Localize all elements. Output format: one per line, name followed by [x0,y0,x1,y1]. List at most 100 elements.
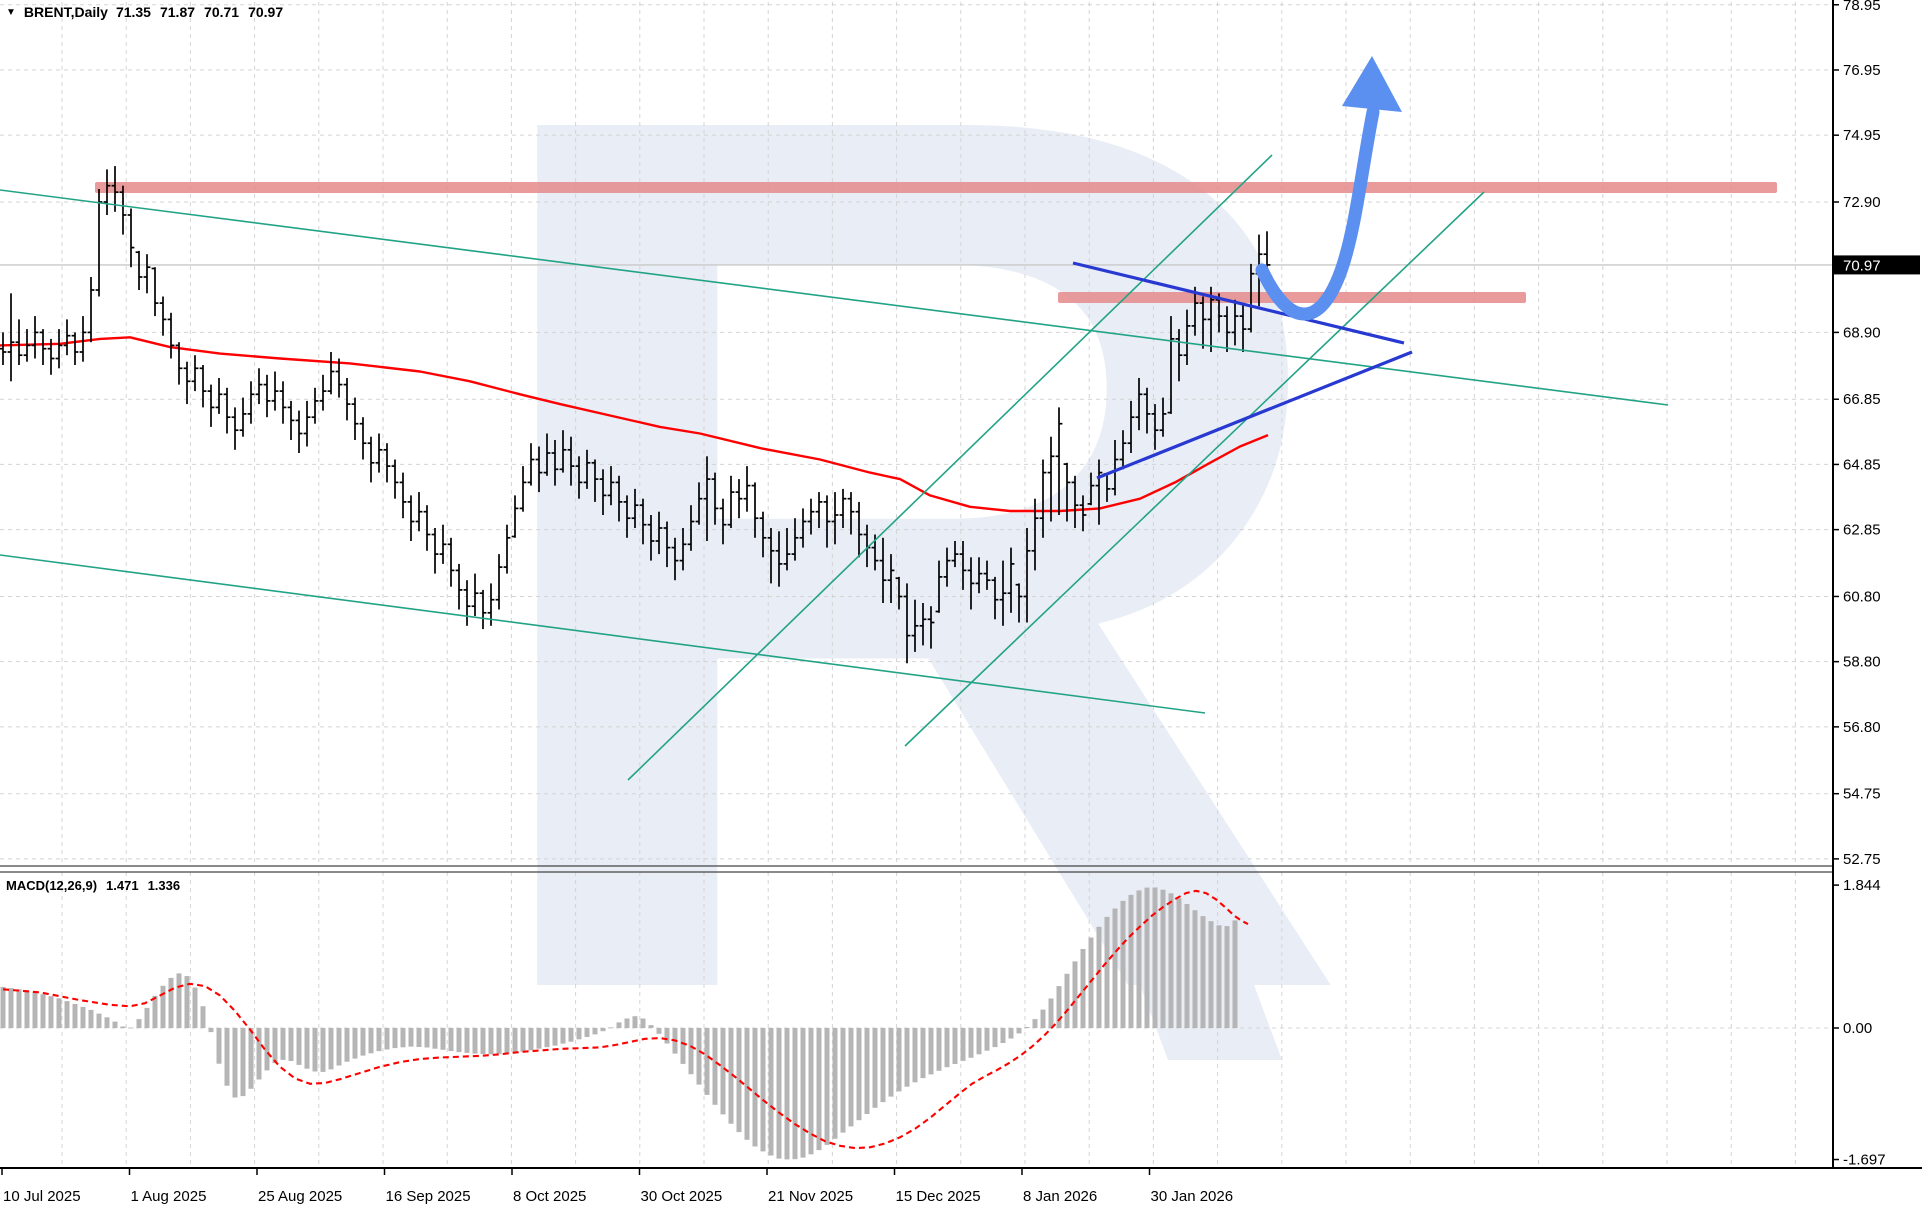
macd-histogram-bar [1232,920,1238,1028]
macd-histogram-bar [472,1028,478,1054]
pennant-trendline[interactable] [1096,350,1413,480]
macd-signal-value: 1.336 [147,878,181,893]
macd-histogram-bar [1168,893,1174,1028]
chart-header: ▼ BRENT,Daily 71.35 71.87 70.71 70.97 [6,4,283,20]
ohlc-bars [0,166,1271,664]
macd-histogram-bar [1224,926,1230,1028]
pennant-trendline[interactable] [1072,261,1405,345]
teal-trendline[interactable] [0,554,1206,714]
price-label: 58.80 [1843,654,1881,671]
arrow-head-icon[interactable] [1342,56,1402,112]
macd-histogram-bar [800,1028,806,1158]
macd-histogram-bar [624,1018,630,1028]
macd-histogram-bar [952,1028,958,1064]
macd-histogram-bar [1016,1028,1022,1034]
macd-signal-line[interactable] [2,889,1249,1150]
teal-trendline[interactable] [627,154,1273,781]
macd-histogram-bar [32,992,38,1028]
time-scale[interactable]: 10 Jul 2025 1 Aug 2025 25 Aug 2025 16 Sep 2… [1,1168,1234,1205]
macd-histogram-bar [1136,890,1142,1028]
quote-open: 71.35 [115,4,151,20]
price-scale[interactable]: 78.95 76.95 74.95 72.90 68.90 66.85 64.85 62.85… [1833,0,1920,1169]
symbol-dropdown-icon[interactable]: ▼ [6,7,16,18]
macd-histogram-bar [1080,949,1086,1028]
date-label: 25 Aug 2025 [258,1188,342,1205]
macd-histogram-bar [408,1028,414,1047]
macd-histogram-bar [400,1028,406,1048]
macd-histogram-bar [816,1028,822,1151]
teal-trendlines[interactable] [0,154,1669,781]
date-label: 30 Jan 2026 [1151,1188,1234,1205]
macd-histogram-bar [1120,900,1126,1028]
current-price-tag-text: 70.97 [1843,257,1881,274]
date-label: 8 Jan 2026 [1023,1188,1097,1205]
macd-histogram-bar [856,1028,862,1121]
date-label: 16 Sep 2025 [386,1188,471,1205]
macd-label: MACD(12,26,9) [6,878,98,893]
macd-histogram-bar [872,1028,878,1108]
macd-histogram-bar [1064,973,1070,1029]
pennant-lines[interactable] [1072,261,1413,480]
date-label: 30 Oct 2025 [641,1188,723,1205]
macd-histogram-bar [944,1028,950,1068]
macd-histogram-bar [424,1028,430,1048]
macd-histogram-bar [344,1028,350,1062]
current-price-tag [1834,255,1920,275]
macd-histogram-bar [64,1001,70,1028]
macd-scale-label: -1.697 [1843,1152,1886,1169]
macd-histogram-bar [288,1028,294,1061]
teal-trendline[interactable] [0,189,1669,406]
macd-histogram-bar [152,995,158,1028]
macd-histogram-bar [0,986,6,1028]
price-label: 72.90 [1843,194,1881,211]
macd-histogram-bar [648,1025,654,1028]
price-label: 62.85 [1843,522,1881,539]
resistance-band[interactable] [95,182,1777,193]
moving-average-line[interactable] [0,336,1269,513]
macd-histogram-bar [24,990,30,1028]
price-label: 64.85 [1843,456,1881,473]
macd-histogram-bar [392,1028,398,1049]
price-label: 68.90 [1843,324,1881,341]
macd-histogram-bar [1216,925,1222,1028]
macd-histogram-bar [224,1028,230,1086]
macd-histogram-bar [696,1028,702,1085]
macd-histogram-bar [112,1021,118,1028]
support-band[interactable] [1058,292,1526,303]
quote-close: 70.97 [248,4,284,20]
macd-histogram-bar [272,1028,278,1064]
date-label: 8 Oct 2025 [513,1188,586,1205]
macd-histogram-bar [8,988,14,1028]
macd-histogram-bar [296,1028,302,1065]
macd-histogram-bar [1072,961,1078,1028]
price-label: 74.95 [1843,127,1881,144]
macd-histogram-bar [1152,887,1158,1028]
breakout-arrow[interactable] [1255,56,1402,321]
date-label: 15 Dec 2025 [896,1188,981,1205]
arrow-shaft[interactable] [1255,105,1380,321]
macd-histogram-bar [376,1028,382,1052]
macd-histogram-bar [128,1027,134,1029]
macd-histogram-bar [560,1028,566,1044]
macd-histogram-bar [1032,1019,1038,1028]
macd-histogram-bar [656,1028,662,1034]
macd-histogram-bar [968,1028,974,1058]
teal-trendline[interactable] [904,191,1485,747]
macd-pane [0,887,1249,1160]
macd-histogram-bar [72,1004,78,1028]
macd-histogram-bar [688,1028,694,1075]
ma-group[interactable] [0,336,1269,513]
macd-histogram-bar [1056,986,1062,1028]
macd-histogram-bar [256,1028,262,1080]
macd-histogram-bar [1176,898,1182,1028]
macd-histogram-bar [1024,1027,1030,1028]
price-label: 52.75 [1843,851,1881,868]
macd-histogram-bar [888,1028,894,1097]
gridlines [0,2,1833,1168]
macd-histogram-bar [552,1028,558,1046]
macd-histogram-bar [664,1028,670,1044]
macd-histogram-bar [456,1028,462,1053]
macd-scale-label: 1.844 [1843,877,1881,894]
macd-histogram-bar [960,1028,966,1061]
